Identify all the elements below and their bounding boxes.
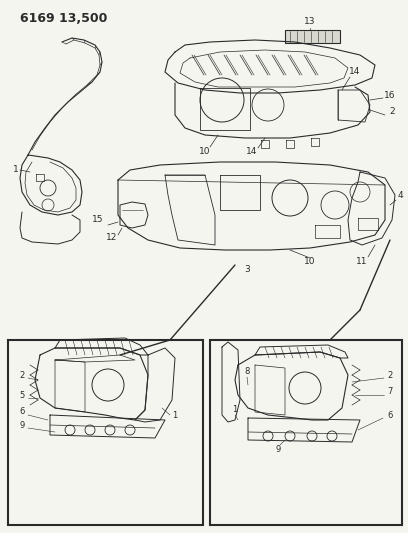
- Polygon shape: [210, 340, 402, 525]
- Polygon shape: [8, 340, 203, 525]
- Text: 12: 12: [106, 233, 118, 243]
- Text: 6: 6: [387, 410, 392, 419]
- Text: 1: 1: [13, 166, 19, 174]
- Text: 1: 1: [233, 406, 237, 415]
- Text: 13: 13: [304, 18, 316, 27]
- Text: 4: 4: [397, 191, 403, 200]
- Text: 16: 16: [384, 91, 396, 100]
- Text: 14: 14: [349, 68, 361, 77]
- Text: 5: 5: [19, 391, 24, 400]
- Text: 2: 2: [389, 108, 395, 117]
- Text: 15: 15: [92, 215, 104, 224]
- Text: 3: 3: [244, 265, 250, 274]
- Text: 11: 11: [356, 257, 368, 266]
- Text: 2: 2: [387, 370, 392, 379]
- Text: 8: 8: [244, 367, 250, 376]
- Text: 14: 14: [246, 148, 258, 157]
- Text: 6: 6: [19, 408, 25, 416]
- Polygon shape: [285, 30, 340, 43]
- Text: 10: 10: [304, 257, 316, 266]
- Text: 6169 13,500: 6169 13,500: [20, 12, 107, 25]
- Text: 9: 9: [19, 421, 24, 430]
- Text: 10: 10: [199, 148, 211, 157]
- Text: 7: 7: [387, 387, 392, 397]
- Text: 2: 2: [19, 370, 24, 379]
- Text: 1: 1: [172, 410, 177, 419]
- Text: 9: 9: [275, 446, 281, 455]
